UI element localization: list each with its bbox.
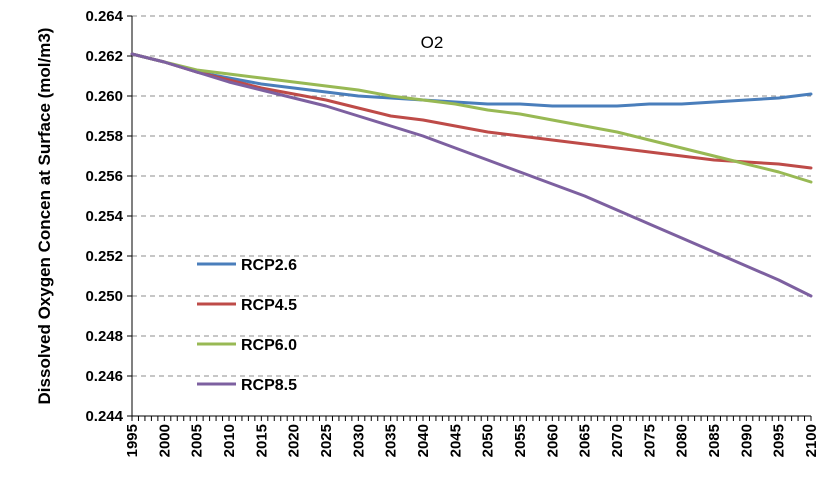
x-tick-label: 2075 (641, 424, 658, 457)
x-tick-label: 2080 (674, 424, 691, 457)
x-tick-label: 1995 (124, 424, 141, 457)
y-tick-label: 0.244 (85, 408, 123, 425)
y-tick-label: 0.252 (85, 248, 123, 265)
x-tick-label: 2065 (577, 424, 594, 457)
y-tick-label: 0.260 (85, 88, 123, 105)
series-line-rcp2-6 (130, 52, 813, 108)
x-tick-label: 2055 (512, 424, 529, 457)
x-tick-labels: 1995 2000 2005 2010 2015 2020 2025 2030 2035 2040… (124, 424, 820, 457)
series-line-rcp6-0 (130, 52, 813, 184)
x-tick-label: 2050 (480, 424, 497, 457)
y-axis-label: Dissolved Oxygen Concen at Surface (mol/… (35, 28, 54, 405)
x-tick-label: 2085 (706, 424, 723, 457)
x-tick-label: 2000 (156, 424, 173, 457)
legend: RCP2.6 RCP4.5 RCP6.0 RCP8.5 (197, 257, 297, 394)
x-tick-label: 2020 (286, 424, 303, 457)
x-tick-label: 2090 (738, 424, 755, 457)
x-tick-label: 2035 (383, 424, 400, 457)
x-tick-label: 2070 (609, 424, 626, 457)
y-tick-label: 0.256 (85, 168, 123, 185)
x-tick-label: 2015 (253, 424, 270, 457)
x-tick-label: 2040 (415, 424, 432, 457)
series-line-rcp8-5 (130, 52, 813, 298)
y-tick-label: 0.254 (85, 208, 123, 225)
axes (127, 15, 812, 421)
legend-label: RCP4.5 (241, 297, 297, 314)
y-tick-label: 0.250 (85, 288, 123, 305)
x-tick-label: 2005 (189, 424, 206, 457)
legend-label: RCP8.5 (241, 377, 297, 394)
x-tick-label: 2045 (447, 424, 464, 457)
chart-title: O2 (421, 33, 444, 52)
y-tick-label: 0.258 (85, 128, 123, 145)
x-tick-label: 2100 (803, 424, 820, 457)
y-tick-label: 0.264 (85, 8, 123, 25)
grid-lines (132, 15, 811, 377)
y-tick-label: 0.248 (85, 328, 123, 345)
y-tick-labels: 0.244 0.246 0.248 0.250 0.252 0.254 0.256 0.258… (85, 8, 123, 425)
y-tick-label: 0.262 (85, 48, 123, 65)
x-tick-label: 2060 (544, 424, 561, 457)
legend-label: RCP6.0 (241, 337, 297, 354)
series-lines (130, 52, 813, 298)
x-tick-label: 2025 (318, 424, 335, 457)
x-tick-label: 2010 (221, 424, 238, 457)
legend-label: RCP2.6 (241, 257, 297, 274)
series-line-rcp4-5 (130, 52, 813, 170)
x-tick-label: 2030 (350, 424, 367, 457)
x-tick-label: 2095 (771, 424, 788, 457)
y-tick-label: 0.246 (85, 368, 123, 385)
